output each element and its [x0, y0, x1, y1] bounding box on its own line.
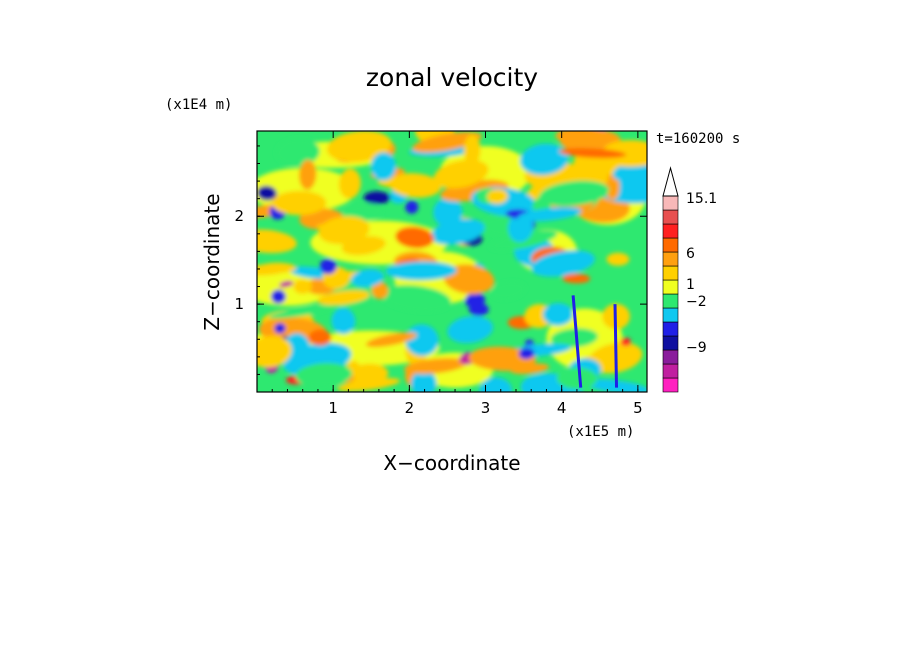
field-blob-115 — [337, 377, 401, 392]
field-blob-131 — [517, 207, 582, 222]
field-blob-138 — [559, 148, 627, 159]
field-blob-97 — [490, 281, 526, 300]
colorbar-level-13 — [662, 195, 679, 211]
chart-title: zonal velocity — [366, 63, 538, 92]
field-blob-64 — [268, 304, 336, 319]
colorbar-label-2: 1 — [686, 277, 695, 293]
field-blobs — [257, 131, 647, 392]
field-blob-112 — [351, 363, 389, 383]
y-tick-label-1: 1 — [234, 295, 244, 313]
field-blob-127 — [299, 159, 317, 190]
field-blob-106 — [430, 218, 485, 245]
field-blob-58 — [412, 131, 482, 153]
contour-field — [257, 131, 647, 392]
field-blob-144 — [351, 269, 385, 287]
y-axis-label: Z−coordinate — [200, 193, 224, 330]
x-tick-label-3: 3 — [481, 399, 491, 417]
field-blob-123 — [385, 261, 457, 281]
field-blob-92 — [550, 328, 598, 348]
x-tick-label-2: 2 — [405, 399, 415, 417]
field-blob-104 — [447, 315, 494, 344]
plot-frame — [256, 130, 648, 393]
x-tick-label-4: 4 — [557, 399, 567, 417]
colorbar-level-1 — [662, 363, 679, 379]
field-blob-99 — [404, 358, 467, 374]
field-blob-132 — [395, 226, 434, 249]
colorbar-level-12 — [662, 209, 679, 225]
field-streak-1 — [613, 304, 619, 388]
colorbar-level-8 — [662, 265, 679, 281]
field-blob-141 — [556, 367, 598, 390]
field-blob-75 — [326, 131, 392, 163]
field-blob-142 — [293, 279, 312, 294]
field-blob-94 — [542, 303, 574, 326]
field-streak-0 — [571, 295, 583, 388]
field-blob-24 — [405, 200, 419, 214]
field-blob-102 — [519, 143, 569, 176]
field-blob-126 — [562, 273, 591, 284]
field-blob-136 — [479, 377, 512, 392]
x-unit-label: (x1E5 m) — [567, 424, 634, 440]
field-blob-147 — [274, 323, 286, 334]
field-blob-96 — [308, 329, 332, 346]
colorbar-level-3 — [662, 335, 679, 351]
field-blob-137 — [463, 134, 481, 166]
field-blob-101 — [531, 250, 595, 277]
colorbar-level-9 — [662, 251, 679, 267]
x-tick-label-1: 1 — [328, 399, 338, 417]
field-blob-72 — [275, 138, 320, 166]
field-blob-130 — [317, 290, 370, 306]
colorbar-level-11 — [662, 223, 679, 239]
colorbar-label-0: 15.1 — [686, 191, 717, 207]
field-blob-95 — [468, 303, 489, 316]
field-blob-91 — [257, 229, 297, 254]
field-blob-89 — [370, 152, 397, 181]
field-blob-51 — [606, 252, 630, 266]
x-axis-label: X−coordinate — [383, 451, 520, 475]
colorbar-level-6 — [662, 293, 679, 309]
colorbar-level-2 — [662, 349, 679, 365]
field-blob-98 — [259, 262, 297, 273]
field-blob-39 — [405, 324, 439, 357]
colorbar-label-4: −9 — [686, 340, 707, 356]
colorbar-top-arrow — [662, 166, 679, 197]
field-blob-109 — [363, 191, 391, 205]
field-blob-85 — [410, 370, 437, 392]
field-blob-145 — [316, 224, 369, 235]
field-blob-88 — [539, 180, 610, 207]
field-blob-140 — [371, 281, 389, 300]
field-blob-135 — [319, 258, 337, 275]
y-unit-label: (x1E4 m) — [165, 97, 232, 113]
field-blob-150 — [518, 347, 535, 360]
y-tick-label-2: 2 — [234, 207, 244, 225]
field-blob-46 — [257, 185, 277, 201]
colorbar-level-5 — [662, 307, 679, 323]
colorbar-level-4 — [662, 321, 679, 337]
colorbar-label-3: −2 — [686, 294, 707, 310]
field-blob-146 — [272, 190, 327, 216]
time-label: t=160200 s — [656, 131, 740, 147]
colorbar-level-0 — [662, 377, 679, 393]
colorbar-level-7 — [662, 279, 679, 295]
x-axis-ticks: 1 2 3 4 5 — [271, 131, 643, 417]
field-blob-80 — [295, 363, 353, 387]
colorbar-label-1: 6 — [686, 246, 695, 262]
field-blob-151 — [389, 173, 441, 198]
field-blob-119 — [433, 159, 489, 189]
field-blob-116 — [331, 307, 356, 335]
field-blob-120 — [487, 188, 508, 204]
x-tick-label-5: 5 — [633, 399, 643, 417]
field-blob-48 — [620, 337, 632, 347]
field-blob-20 — [270, 289, 286, 304]
field-blob-133 — [381, 285, 452, 312]
field-blob-148 — [257, 335, 292, 368]
colorbar-level-10 — [662, 237, 679, 253]
colorbar: 15.1 6 1−2 −9 — [662, 166, 717, 393]
y-axis-ticks: 12 — [234, 145, 647, 375]
field-blob-82 — [365, 332, 417, 348]
field-blob-53 — [279, 280, 294, 288]
field-blob-60 — [338, 168, 361, 199]
